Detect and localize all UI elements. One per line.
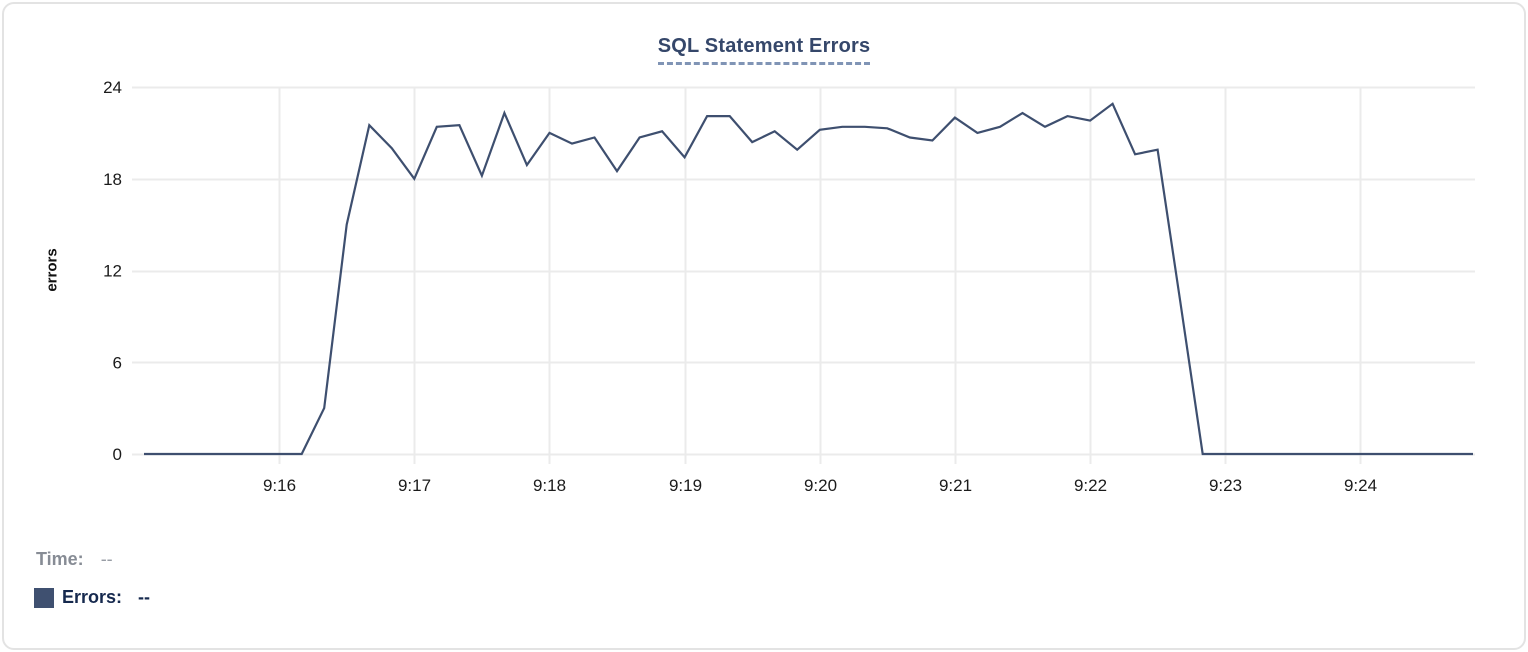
readout-time-row: Time: -- (36, 549, 113, 570)
x-tick-label: 9:16 (263, 476, 296, 495)
errors-series-swatch (34, 587, 54, 608)
x-tick-label: 9:20 (804, 476, 837, 495)
x-tick-label: 9:19 (669, 476, 702, 495)
x-tick-label: 9:22 (1074, 476, 1107, 495)
chart-title-link[interactable]: SQL Statement Errors (657, 35, 871, 65)
y-tick-label: 24 (103, 78, 122, 97)
y-tick-label: 6 (113, 353, 122, 372)
errors-label: Errors: (62, 587, 123, 607)
x-tick-label: 9:17 (398, 476, 431, 495)
time-value: -- (100, 549, 113, 569)
errors-line-series[interactable] (144, 102, 1473, 456)
readout-errors-row: Errors: -- (34, 587, 150, 608)
errors-value: -- (138, 587, 151, 607)
errors-line-chart[interactable]: 0 6 12 18 24 9:16 9:17 9:18 9:19 9:20 9:21 9:22 9:23… (4, 4, 1528, 509)
chart-title-wrap: SQL Statement Errors (4, 35, 1524, 65)
y-tick-label: 18 (103, 170, 122, 189)
y-tick-label: 12 (103, 262, 122, 281)
x-tick-label: 9:23 (1209, 476, 1242, 495)
time-label: Time: (36, 549, 84, 569)
y-tick-label: 0 (113, 445, 122, 464)
x-tick-label: 9:21 (939, 476, 972, 495)
x-tick-label: 9:18 (533, 476, 566, 495)
x-tick-label: 9:24 (1344, 476, 1377, 495)
